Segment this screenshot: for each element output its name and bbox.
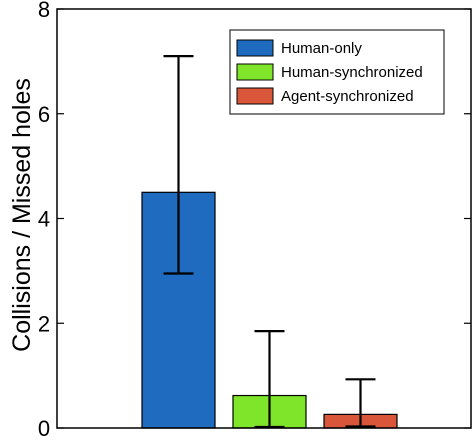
legend-label-1: Human-only	[281, 40, 362, 57]
y-tick-label: 0	[38, 416, 50, 441]
y-tick-label: 2	[38, 311, 50, 336]
legend-label-2: Human-synchronized	[281, 64, 423, 81]
y-tick-label: 6	[38, 102, 50, 127]
y-axis-ticks: 0 2 4 6 8	[38, 0, 471, 441]
legend-swatch-2	[236, 63, 274, 81]
legend: Human-only Human-synchronized Agent-synchr…	[229, 29, 445, 115]
y-tick-label: 4	[38, 207, 50, 232]
y-tick-label: 8	[38, 0, 50, 22]
y-axis-label: Collisions / Missed holes	[8, 78, 36, 352]
error-bars-group	[163, 55, 376, 429]
legend-swatch-1	[236, 39, 274, 57]
legend-swatch-3	[236, 87, 274, 105]
legend-label-3: Agent-synchronized	[281, 88, 414, 105]
plot-frame	[56, 8, 472, 429]
